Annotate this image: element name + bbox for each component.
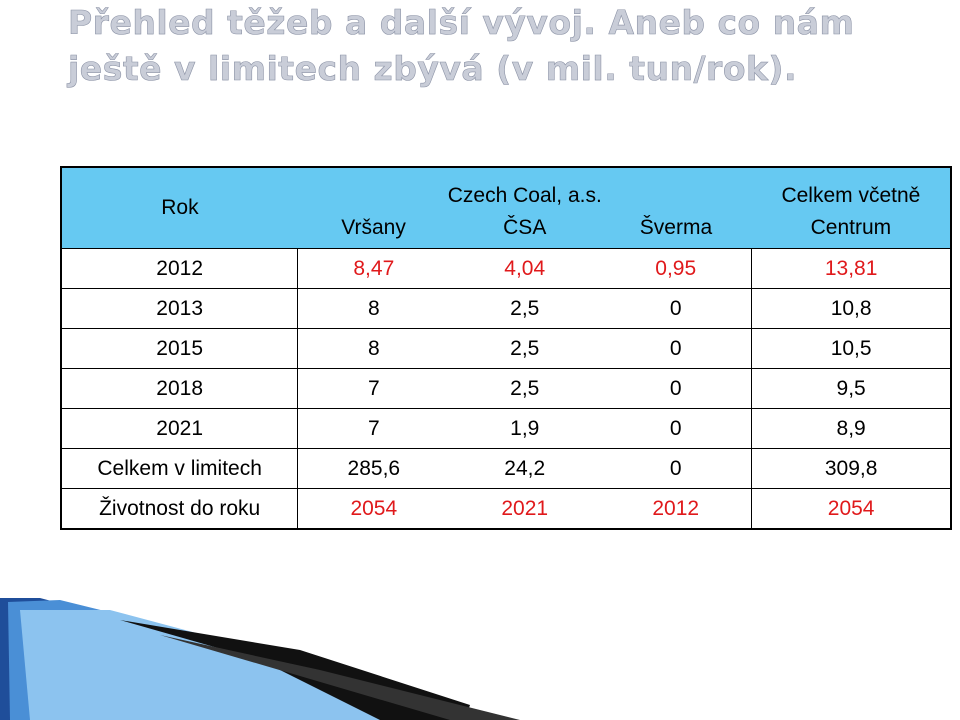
cell: 8,47 bbox=[297, 248, 450, 289]
table-row: 2018 7 2,5 0 9,5 bbox=[61, 368, 951, 409]
cell: 24,2 bbox=[449, 448, 601, 489]
cell: 8 bbox=[297, 288, 450, 329]
table-row: 2021 7 1,9 0 8,9 bbox=[61, 408, 951, 449]
row-label: 2018 bbox=[61, 368, 299, 409]
header-row: Vršany ČSA Šverma Centrum bbox=[61, 208, 951, 249]
cell: 10,5 bbox=[751, 328, 951, 369]
row-label: 2013 bbox=[61, 288, 299, 329]
row-label: 2012 bbox=[61, 248, 299, 289]
title-line: Přehled těžeb a další vývoj. Aneb co nám bbox=[68, 3, 855, 43]
cell: 7 bbox=[297, 408, 450, 449]
cell: 0 bbox=[600, 328, 752, 369]
table-row: Životnost do roku 2054 2021 2012 2054 bbox=[61, 488, 951, 529]
cell: 2,5 bbox=[449, 328, 601, 369]
slide-title: Přehled těžeb a další vývoj. Aneb co nám… bbox=[68, 0, 854, 92]
header-cell: Vršany bbox=[297, 208, 450, 249]
swoosh bbox=[20, 610, 380, 720]
header-cell: Celkem včetně bbox=[751, 167, 951, 208]
cell: 285,6 bbox=[297, 448, 450, 489]
header-row: Rok Czech Coal, a.s. Celkem včetně bbox=[61, 167, 951, 249]
cell: 2012 bbox=[600, 488, 752, 529]
cell: 9,5 bbox=[751, 368, 951, 409]
table-row: 2015 8 2,5 0 10,5 bbox=[61, 328, 951, 369]
cell: 2021 bbox=[449, 488, 601, 529]
cell: 1,9 bbox=[449, 408, 601, 449]
table-row: 2012 8,47 4,04 0,95 13,81 bbox=[61, 248, 951, 289]
cell: 309,8 bbox=[751, 448, 951, 489]
cell: 0,95 bbox=[600, 248, 752, 289]
cell: 8,9 bbox=[751, 408, 951, 449]
cell: 0 bbox=[600, 288, 752, 329]
table-row: 2013 8 2,5 0 10,8 bbox=[61, 288, 951, 329]
swoosh bbox=[160, 635, 520, 720]
cell: 10,8 bbox=[751, 288, 951, 329]
header-cell: ČSA bbox=[449, 208, 601, 249]
data-table: Rok Czech Coal, a.s. Celkem včetně Vršan… bbox=[60, 166, 952, 530]
cell: 7 bbox=[297, 368, 450, 409]
cell: 0 bbox=[600, 448, 752, 489]
header-cell: Centrum bbox=[751, 208, 951, 249]
header-cell: Czech Coal, a.s. bbox=[297, 167, 752, 208]
cell: 8 bbox=[297, 328, 450, 369]
row-label: 2015 bbox=[61, 328, 299, 369]
cell: 2,5 bbox=[449, 288, 601, 329]
header-cell: Šverma bbox=[600, 208, 752, 249]
cell: 2,5 bbox=[449, 368, 601, 409]
cell: 13,81 bbox=[751, 248, 951, 289]
decoration bbox=[0, 598, 520, 720]
table-row: Celkem v limitech 285,6 24,2 0 309,8 bbox=[61, 448, 951, 489]
row-label: Celkem v limitech bbox=[61, 448, 299, 489]
header-cell: Rok bbox=[61, 167, 298, 249]
cell: 0 bbox=[600, 408, 752, 449]
row-label: Životnost do roku bbox=[61, 488, 299, 529]
cell: 2054 bbox=[297, 488, 450, 529]
cell: 4,04 bbox=[449, 248, 601, 289]
cell: 2054 bbox=[751, 488, 951, 529]
row-label: 2021 bbox=[61, 408, 299, 449]
table-body: 2012 8,47 4,04 0,95 13,81 2013 8 2,5 0 10,8 2015 8 2… bbox=[61, 248, 951, 529]
cell: 0 bbox=[600, 368, 752, 409]
title-line: ještě v limitech zbývá (v mil. tun/rok). bbox=[68, 49, 798, 89]
